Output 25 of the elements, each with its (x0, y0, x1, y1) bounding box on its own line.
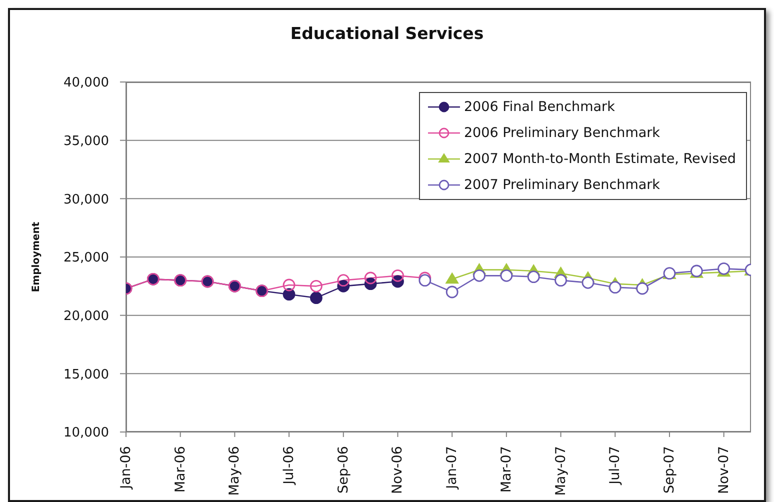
x-tick-label: Jul-07 (607, 446, 624, 486)
x-tick-label: Jul-06 (281, 446, 298, 486)
legend-label: 2006 Preliminary Benchmark (464, 125, 660, 141)
x-tick-label: Mar-07 (498, 446, 514, 493)
y-tick-label: 35,000 (64, 134, 109, 149)
y-tick-label: 30,000 (64, 192, 109, 208)
y-axis-title: Employment (30, 222, 42, 292)
y-tick-label: 20,000 (64, 308, 109, 324)
y-tick-label: 40,000 (64, 76, 109, 91)
x-tick-label: Nov-07 (716, 446, 732, 494)
y-tick-label: 10,000 (64, 426, 109, 441)
x-tick-label: Mar-06 (172, 446, 188, 493)
x-tick-label: Sep-06 (335, 446, 352, 494)
x-tick-label: Jan-07 (444, 446, 460, 490)
legend-label: 2007 Preliminary Benchmark (464, 177, 660, 193)
x-tick-label: Nov-06 (390, 446, 406, 494)
x-tick-label: Sep-07 (661, 446, 678, 494)
y-tick-label: 15,000 (64, 367, 109, 382)
y-tick-label: 25,000 (64, 250, 109, 266)
legend-label: 2007 Month-to-Month Estimate, Revised (464, 151, 736, 167)
x-tick-label: May-07 (552, 446, 569, 496)
legend-label: 2006 Final Benchmark (464, 99, 615, 115)
x-tick-label: Jan-06 (118, 446, 134, 490)
x-tick-label: May-06 (226, 446, 243, 496)
chart-title: Educational Services (289, 24, 485, 43)
